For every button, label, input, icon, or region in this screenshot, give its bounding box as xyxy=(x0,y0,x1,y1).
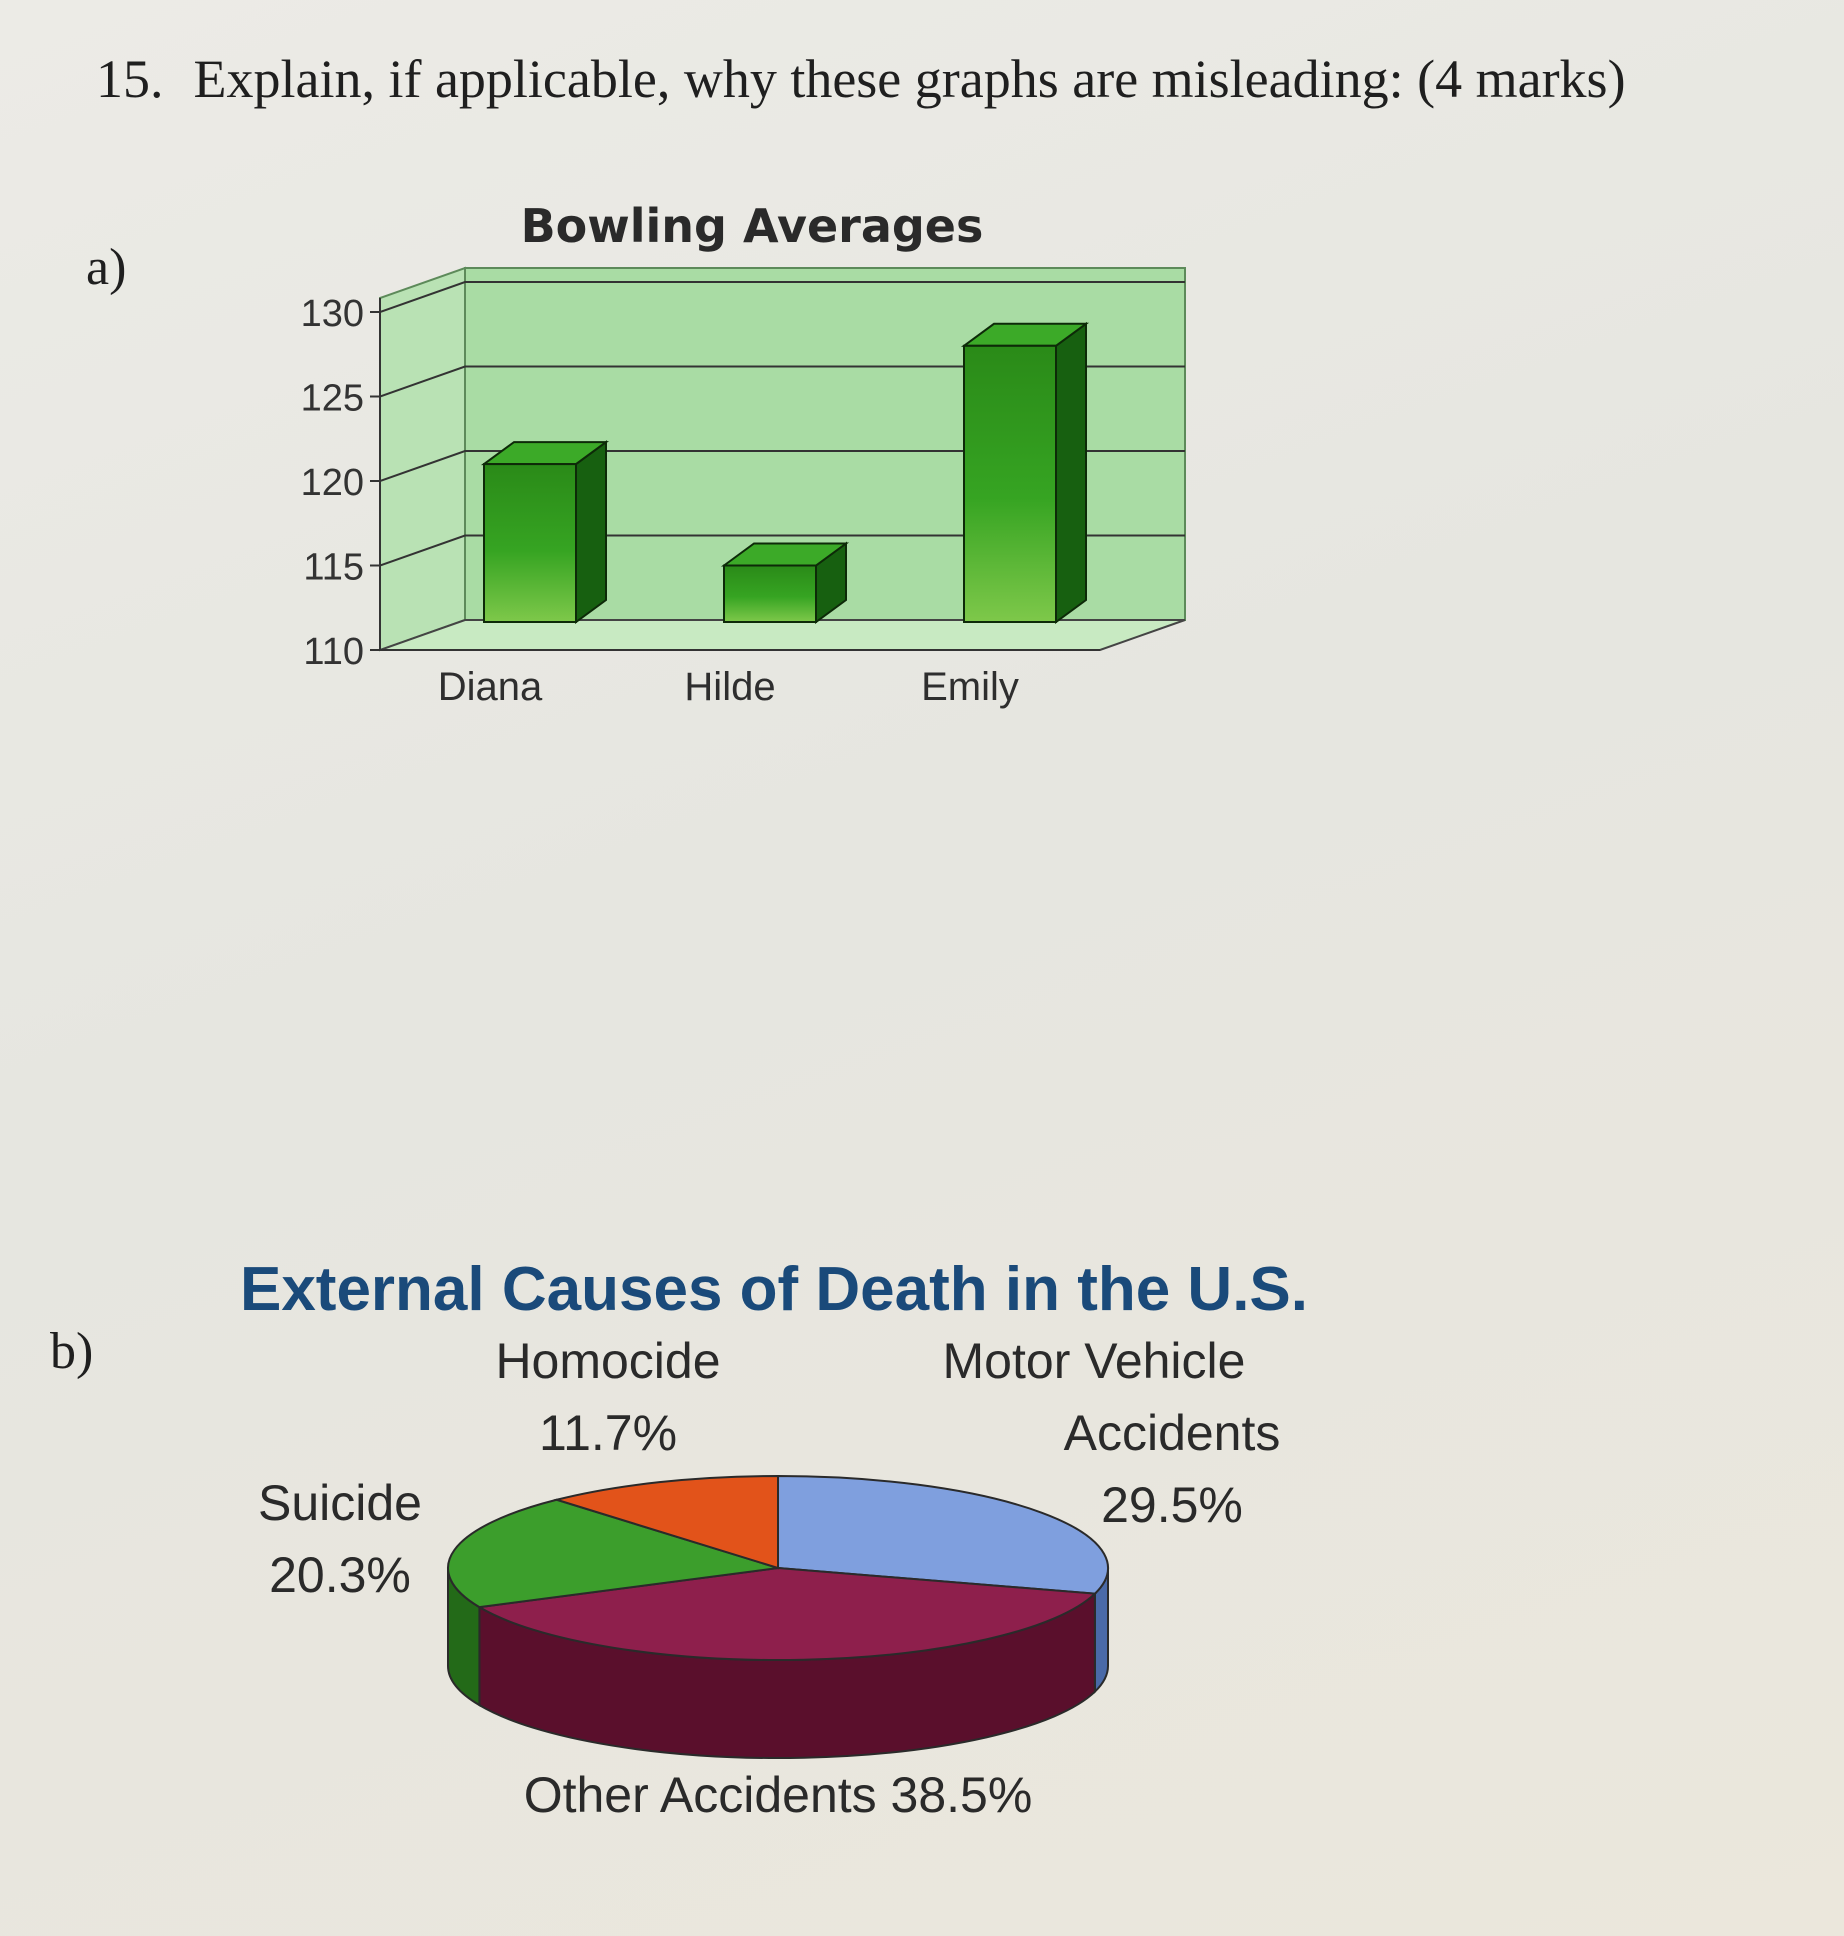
gridline xyxy=(379,281,1185,313)
gridline xyxy=(379,534,1185,567)
pie-label-homocide: Homocide xyxy=(495,1333,720,1389)
question-number: 15. xyxy=(96,49,164,109)
bar-diana xyxy=(480,440,610,624)
bar-chart-title: Bowling Averages xyxy=(521,199,984,253)
x-category-label: Hilde xyxy=(684,665,775,709)
part-b-label: b) xyxy=(50,1323,94,1380)
pie-label-motor-vehicle-accidents: Motor Vehicle xyxy=(943,1333,1246,1389)
pie-label-other-accidents: Other Accidents 38.5% xyxy=(524,1767,1033,1823)
y-tick-label: 120 xyxy=(301,462,364,504)
bar-front xyxy=(483,463,577,623)
gridline xyxy=(379,450,1185,482)
pie-label-suicide: Suicide xyxy=(258,1475,422,1531)
bar-emily xyxy=(960,321,1090,624)
pie-label-motor-vehicle-accidents: Accidents xyxy=(1064,1405,1281,1461)
pie-slice-other-accidents xyxy=(476,1566,1098,1661)
bar-front xyxy=(963,344,1057,623)
pie-slice-suicide xyxy=(447,1498,779,1609)
x-category-label: Diana xyxy=(438,665,543,709)
pie-label-homocide: 11.7% xyxy=(539,1405,677,1461)
y-tick-label: 130 xyxy=(301,293,364,335)
question-text: 15. Explain, if applicable, why these gra… xyxy=(96,48,1626,110)
gridline xyxy=(379,365,1185,398)
bar-hilde xyxy=(720,541,850,624)
bar-front xyxy=(723,564,817,623)
y-tick-label: 110 xyxy=(303,631,364,673)
y-tick-label: 125 xyxy=(301,378,364,420)
x-category-label: Emily xyxy=(921,665,1019,709)
pie-label-motor-vehicle-accidents: 29.5% xyxy=(1101,1477,1243,1533)
pie-chart-title: External Causes of Death in the U.S. xyxy=(240,1255,1308,1324)
y-tick-label: 115 xyxy=(303,547,364,589)
pie-label-suicide: 20.3% xyxy=(269,1547,411,1603)
pie-slice-motor-vehicle-accidents xyxy=(777,1474,1109,1595)
question-prompt: Explain, if applicable, why these graphs… xyxy=(193,49,1626,109)
part-a-label: a) xyxy=(86,239,127,296)
pie-slice-homocide xyxy=(552,1474,779,1570)
